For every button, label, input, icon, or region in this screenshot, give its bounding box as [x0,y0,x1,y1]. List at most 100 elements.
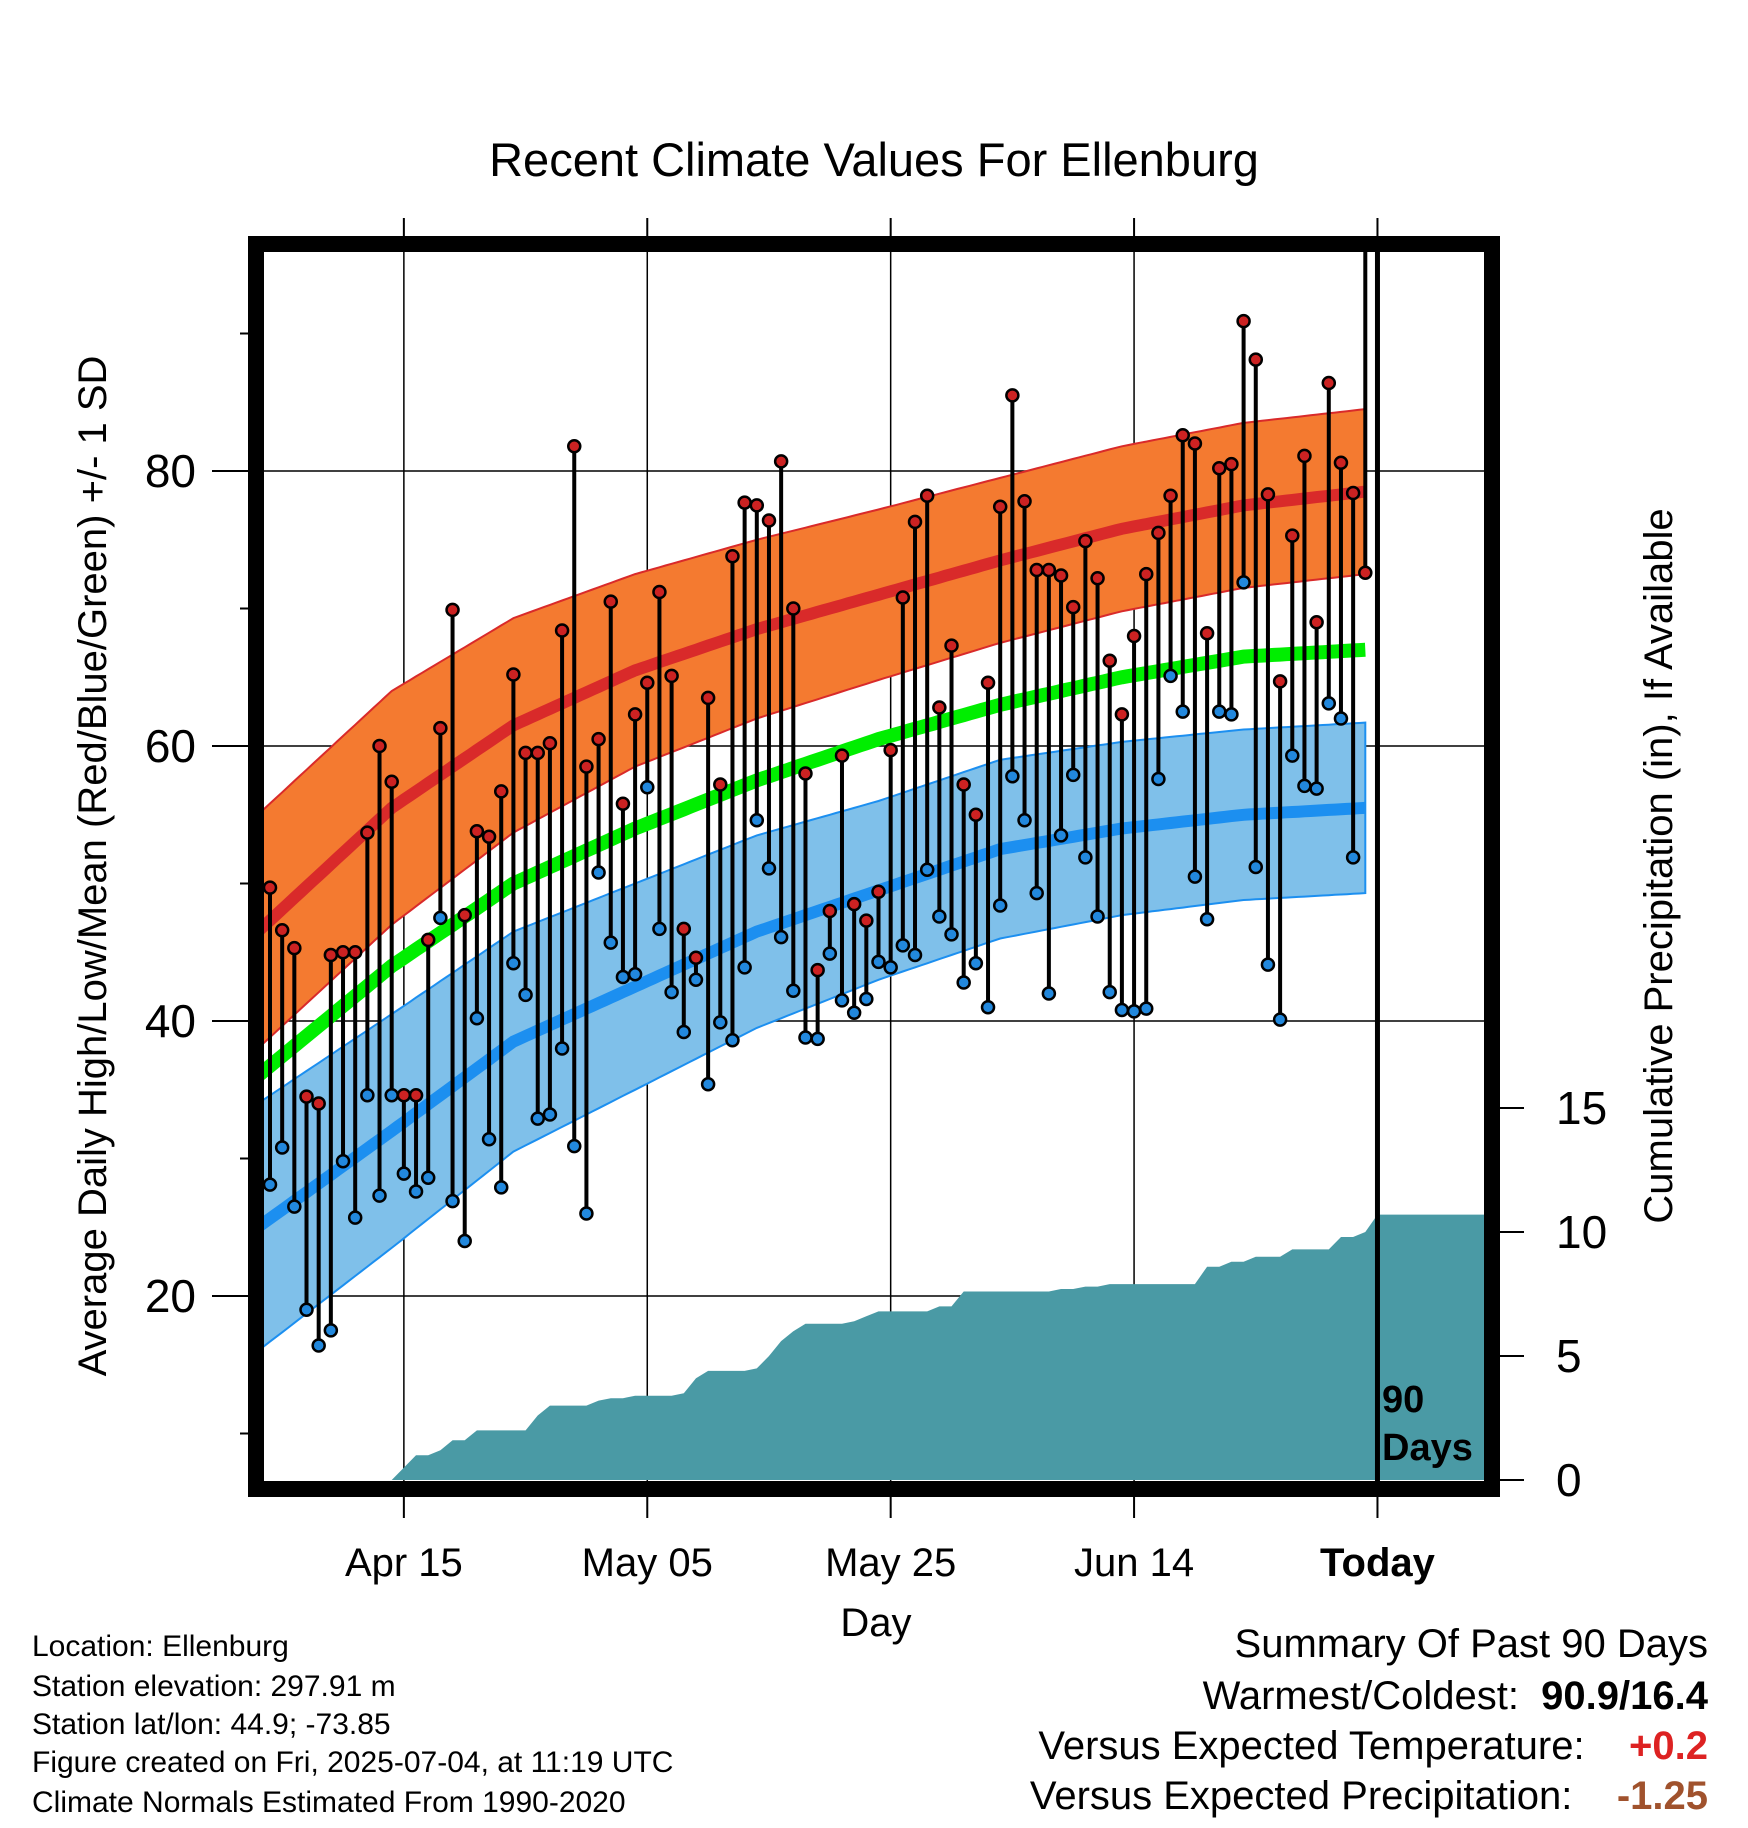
daily-low-point [664,984,679,1000]
daily-low-point [883,960,898,975]
daily-high-point [262,880,278,895]
daily-high-point [1333,455,1349,470]
daily-low-point [530,1111,545,1126]
daily-high-point [1005,388,1020,403]
daily-low-point [725,1033,740,1048]
normals-text: Climate Normals Estimated From 1990-2020 [32,1786,626,1819]
daily-high-point [956,777,971,792]
daily-high-point [895,590,911,605]
daily-high-point [1065,599,1081,615]
daily-low-point [1224,707,1239,722]
location-text: Location: Ellenburg [32,1630,289,1663]
low-mean-line [262,801,1366,1232]
daily-high-point [1138,566,1154,582]
daily-low-point [652,921,667,937]
daily-high-point [1199,626,1215,641]
daily-high-point [1053,568,1069,583]
daily-high-point [944,638,959,653]
elevation-text: Station elevation: 297.91 m [32,1670,396,1703]
daily-low-point [335,1154,351,1169]
daily-low-point [1359,0,1371,6]
daily-low-point [1187,869,1203,884]
daily-low-point [700,1077,716,1092]
daily-low-point [518,987,533,1003]
daily-low-point [372,1188,387,1203]
daily-low-point [956,975,971,990]
daily-low-point [1163,668,1178,684]
y-tick-label: 40 [145,995,196,1047]
daily-high-point [1126,628,1142,644]
y-tick-label: 20 [145,1270,196,1322]
daily-high-point [834,748,850,763]
daily-low-point [299,1302,314,1317]
daily-low-point [992,898,1008,913]
daily-low-point [1309,781,1324,796]
daily-high-point [518,745,533,761]
daily-high-point [713,777,728,792]
daily-low-point [1260,957,1276,972]
daily-low-point [822,946,838,961]
daily-low-point [907,947,923,963]
daily-low-point [627,967,643,982]
daily-high-point [274,923,290,938]
daily-low-point [1151,771,1166,787]
daily-high-point [299,1089,314,1104]
daily-high-point [786,601,801,616]
daily-high-point [396,1088,412,1103]
summary-title: Summary Of Past 90 Days [1234,1622,1708,1666]
daily-low-point [1126,1004,1142,1019]
daily-high-point [1114,707,1130,722]
daily-high-point [1017,494,1032,509]
daily-high-point [408,1088,424,1103]
daily-low-point [1345,850,1361,865]
daily-low-point [591,865,606,880]
daily-high-point [493,784,509,799]
daily-high-point [725,549,740,564]
low-normal-band [262,721,1367,1350]
daily-high-point [688,950,704,965]
daily-low-point [761,861,777,876]
y-tick-label: 80 [145,445,196,497]
daily-low-point [347,1210,363,1225]
daily-high-point [420,932,436,948]
daily-low-point [323,1323,339,1338]
daily-low-point [311,1338,326,1353]
daily-high-point [1212,461,1227,476]
daily-low-point [1029,885,1044,901]
daily-low-point [493,1180,509,1195]
daily-low-point [506,956,521,971]
daily-high-point [1090,571,1105,586]
daily-high-point [542,736,558,751]
daily-low-point [274,1140,290,1155]
daily-high-point [335,945,351,960]
daily-high-point [968,807,984,822]
daily-low-point [1138,1001,1154,1016]
daily-low-point [859,991,874,1007]
daily-low-point [1017,813,1032,828]
daily-high-point [846,896,862,912]
daily-high-point [810,962,825,978]
daily-low-point [603,935,619,950]
daily-high-point [1151,525,1166,541]
daily-high-point [627,707,643,722]
daily-low-point [1065,767,1081,783]
daily-low-point [932,909,947,924]
daily-high-point [554,623,570,638]
daily-low-point [420,1170,436,1185]
daily-high-point [445,602,460,618]
daily-low-point [481,1132,497,1147]
daily-high-point [384,774,399,789]
y-tick-label: 60 [145,720,196,772]
daily-low-point [1321,696,1337,711]
daily-low-point [919,862,935,877]
daily-low-point [737,960,752,975]
daily-high-point [1260,487,1276,502]
precip-value: -1.25 [1616,1774,1708,1818]
daily-low-point [1005,769,1020,784]
precip-label: Versus Expected Precipitation: [1029,1774,1573,1818]
daily-low-point [1248,859,1264,875]
daily-high-point [372,738,387,754]
daily-high-point [603,594,619,609]
daily-low-point [615,969,631,985]
daily-high-point [652,584,667,600]
